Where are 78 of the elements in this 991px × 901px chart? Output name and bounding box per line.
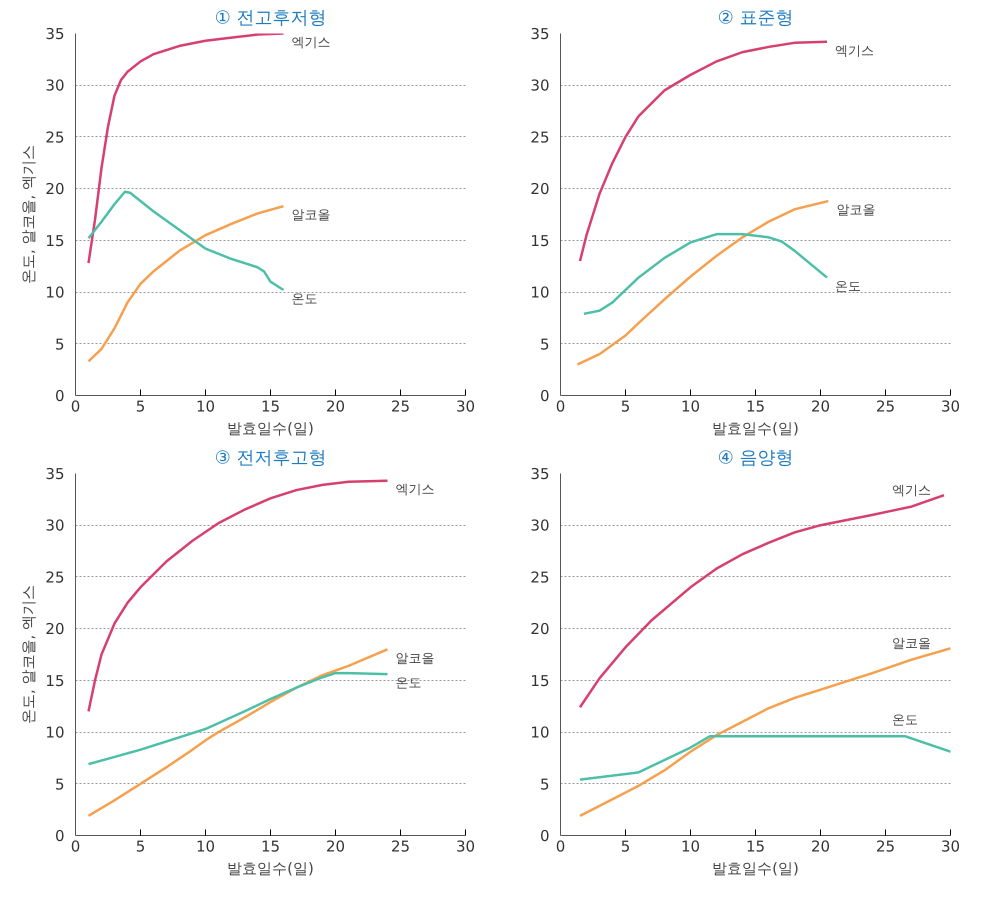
y-tick-label: 15 xyxy=(530,672,550,690)
x-tick-label: 0 xyxy=(70,398,80,416)
x-tick-label: 0 xyxy=(70,838,80,856)
x-tick-label: 5 xyxy=(620,838,630,856)
y-tick-label: 35 xyxy=(530,25,550,43)
x-tick-label: 10 xyxy=(680,838,700,856)
series-label: 알코올 xyxy=(396,651,434,666)
x-axis-title: 발효일수(일) xyxy=(712,420,799,438)
chart-title: ② 표준형 xyxy=(718,8,794,28)
y-tick-label: 5 xyxy=(54,775,65,794)
y-tick-label: 20 xyxy=(45,180,65,198)
y-tick-label: 5 xyxy=(540,335,550,354)
y-tick-label: 30 xyxy=(530,76,550,95)
y-tick-label: 10 xyxy=(45,724,65,742)
series-label: 온도 xyxy=(292,292,318,308)
y-tick-label: 30 xyxy=(530,516,550,535)
x-tick-label: 10 xyxy=(680,398,700,416)
x-tick-label: 0 xyxy=(556,398,566,416)
x-tick-label: 30 xyxy=(940,398,960,416)
x-tick-label: 20 xyxy=(326,838,346,856)
x-tick-label: 30 xyxy=(456,838,476,856)
series-label: 온도 xyxy=(835,280,861,295)
x-tick-label: 30 xyxy=(940,838,960,856)
x-tick-label: 25 xyxy=(876,838,896,856)
series-label: 온도 xyxy=(892,713,918,728)
x-tick-label: 25 xyxy=(390,398,410,416)
y-tick-label: 20 xyxy=(530,620,550,638)
y-tick-label: 20 xyxy=(530,180,550,198)
x-tick-label: 25 xyxy=(390,838,410,856)
x-tick-label: 5 xyxy=(136,398,146,416)
y-tick-label: 5 xyxy=(54,335,65,354)
x-tick-label: 0 xyxy=(556,838,566,856)
x-tick-label: 20 xyxy=(810,398,830,416)
y-tick-label: 5 xyxy=(540,775,550,794)
y-tick-label: 25 xyxy=(530,128,550,146)
x-tick-label: 5 xyxy=(620,398,630,416)
chart-title: ④ 음양형 xyxy=(718,448,794,468)
y-tick-label: 10 xyxy=(530,284,550,302)
x-tick-label: 5 xyxy=(136,838,146,856)
y-tick-label: 30 xyxy=(45,76,65,95)
x-axis-title: 발효일수(일) xyxy=(227,420,314,438)
x-tick-label: 10 xyxy=(196,838,216,856)
series-label: 엑기스 xyxy=(292,36,330,50)
x-axis-title: 발효일수(일) xyxy=(712,860,799,878)
series-label: 엑기스 xyxy=(396,482,434,498)
chart-title: ③ 전저후고형 xyxy=(214,448,326,468)
x-tick-label: 20 xyxy=(326,398,346,416)
x-tick-label: 15 xyxy=(260,398,280,416)
y-tick-label: 30 xyxy=(45,516,65,535)
y-tick-label: 15 xyxy=(45,232,65,250)
series-label: 온도 xyxy=(396,676,422,692)
y-axis-title: 온도, 알코올, 엑기스 xyxy=(19,144,38,284)
x-axis-title: 발효일수(일) xyxy=(227,860,314,878)
series-label: 엑기스 xyxy=(835,44,874,59)
y-tick-label: 25 xyxy=(45,128,65,146)
y-tick-label: 10 xyxy=(530,724,550,742)
x-tick-label: 15 xyxy=(260,838,280,856)
y-tick-label: 35 xyxy=(45,465,65,483)
series-label: 알코올 xyxy=(292,208,330,224)
y-tick-label: 25 xyxy=(530,568,550,586)
y-tick-label: 35 xyxy=(530,465,550,483)
x-tick-label: 15 xyxy=(746,838,766,856)
series-label: 알코올 xyxy=(892,636,931,652)
y-tick-label: 15 xyxy=(530,232,550,250)
x-tick-label: 15 xyxy=(746,398,766,416)
y-tick-label: 10 xyxy=(45,284,65,302)
series-label: 엑기스 xyxy=(892,484,931,499)
y-axis-title: 온도, 알코올, 엑기스 xyxy=(19,584,38,724)
y-tick-label: 15 xyxy=(45,672,65,690)
x-tick-label: 20 xyxy=(810,838,830,856)
y-tick-label: 20 xyxy=(45,620,65,638)
y-tick-label: 35 xyxy=(45,25,65,43)
x-tick-label: 25 xyxy=(876,398,896,416)
x-tick-label: 10 xyxy=(196,398,216,416)
x-tick-label: 30 xyxy=(456,398,476,416)
chart-title: ① 전고후저형 xyxy=(214,8,326,28)
series-label: 알코올 xyxy=(836,203,876,218)
y-tick-label: 25 xyxy=(45,568,65,586)
